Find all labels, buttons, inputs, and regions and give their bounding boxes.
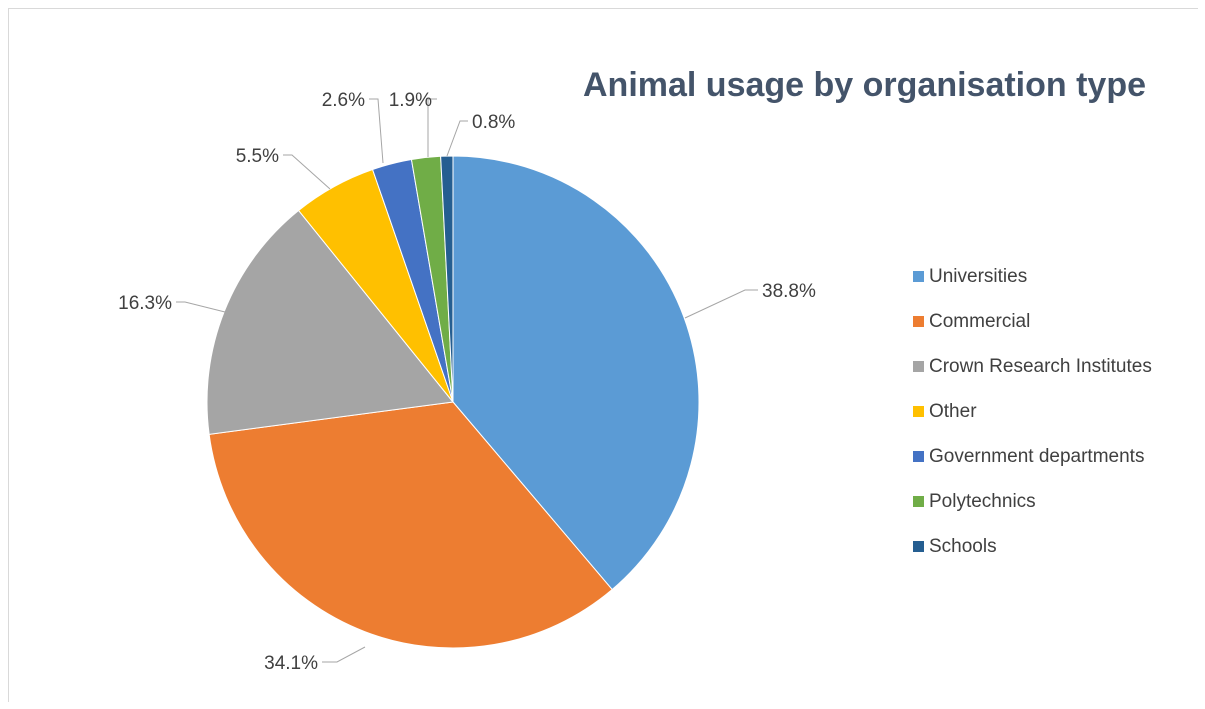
data-label: 0.8% — [472, 112, 515, 133]
pie-slice-crown-research-institutes — [206, 209, 454, 435]
data-label: 38.8% — [762, 281, 816, 302]
legend-swatch — [913, 451, 924, 462]
leader-line — [283, 154, 331, 190]
pie-slice-commercial — [208, 401, 613, 649]
legend-label: Commercial — [929, 310, 1031, 332]
leader-line — [176, 301, 226, 313]
chart-title: Animal usage by organisation type — [583, 66, 1147, 104]
legend-swatch — [913, 496, 924, 507]
legend-swatch — [913, 271, 924, 282]
pie-slice-schools — [440, 155, 454, 403]
leader-line — [427, 98, 437, 157]
legend-item-government-departments: Government departments — [913, 434, 1152, 479]
chart-area — [8, 8, 1198, 702]
legend-label: Schools — [929, 535, 997, 557]
legend-label: Other — [929, 400, 977, 422]
data-label: 16.3% — [118, 293, 172, 314]
data-label: 2.6% — [322, 90, 365, 111]
leader-line — [322, 646, 366, 663]
legend-swatch — [913, 541, 924, 552]
legend-swatch — [913, 316, 924, 327]
leader-line — [684, 289, 758, 319]
legend-item-polytechnics: Polytechnics — [913, 479, 1152, 524]
data-label: 1.9% — [389, 90, 432, 111]
legend-label: Universities — [929, 265, 1028, 287]
data-label: 34.1% — [264, 653, 318, 674]
legend-swatch — [913, 406, 924, 417]
legend-item-schools: Schools — [913, 524, 1152, 569]
data-label: 5.5% — [236, 146, 279, 167]
legend: Universities Commercial Crown Research I… — [913, 254, 1152, 569]
leader-line — [369, 98, 384, 164]
legend-item-other: Other — [913, 389, 1152, 434]
pie-slice-universities — [452, 155, 700, 591]
legend-item-commercial: Commercial — [913, 299, 1152, 344]
legend-item-universities: Universities — [913, 254, 1152, 299]
legend-label: Polytechnics — [929, 490, 1036, 512]
leader-line — [446, 120, 468, 157]
legend-label: Government departments — [929, 445, 1145, 467]
legend-label: Crown Research Institutes — [929, 355, 1152, 377]
legend-swatch — [913, 361, 924, 372]
legend-item-crown-research-institutes: Crown Research Institutes — [913, 344, 1152, 389]
